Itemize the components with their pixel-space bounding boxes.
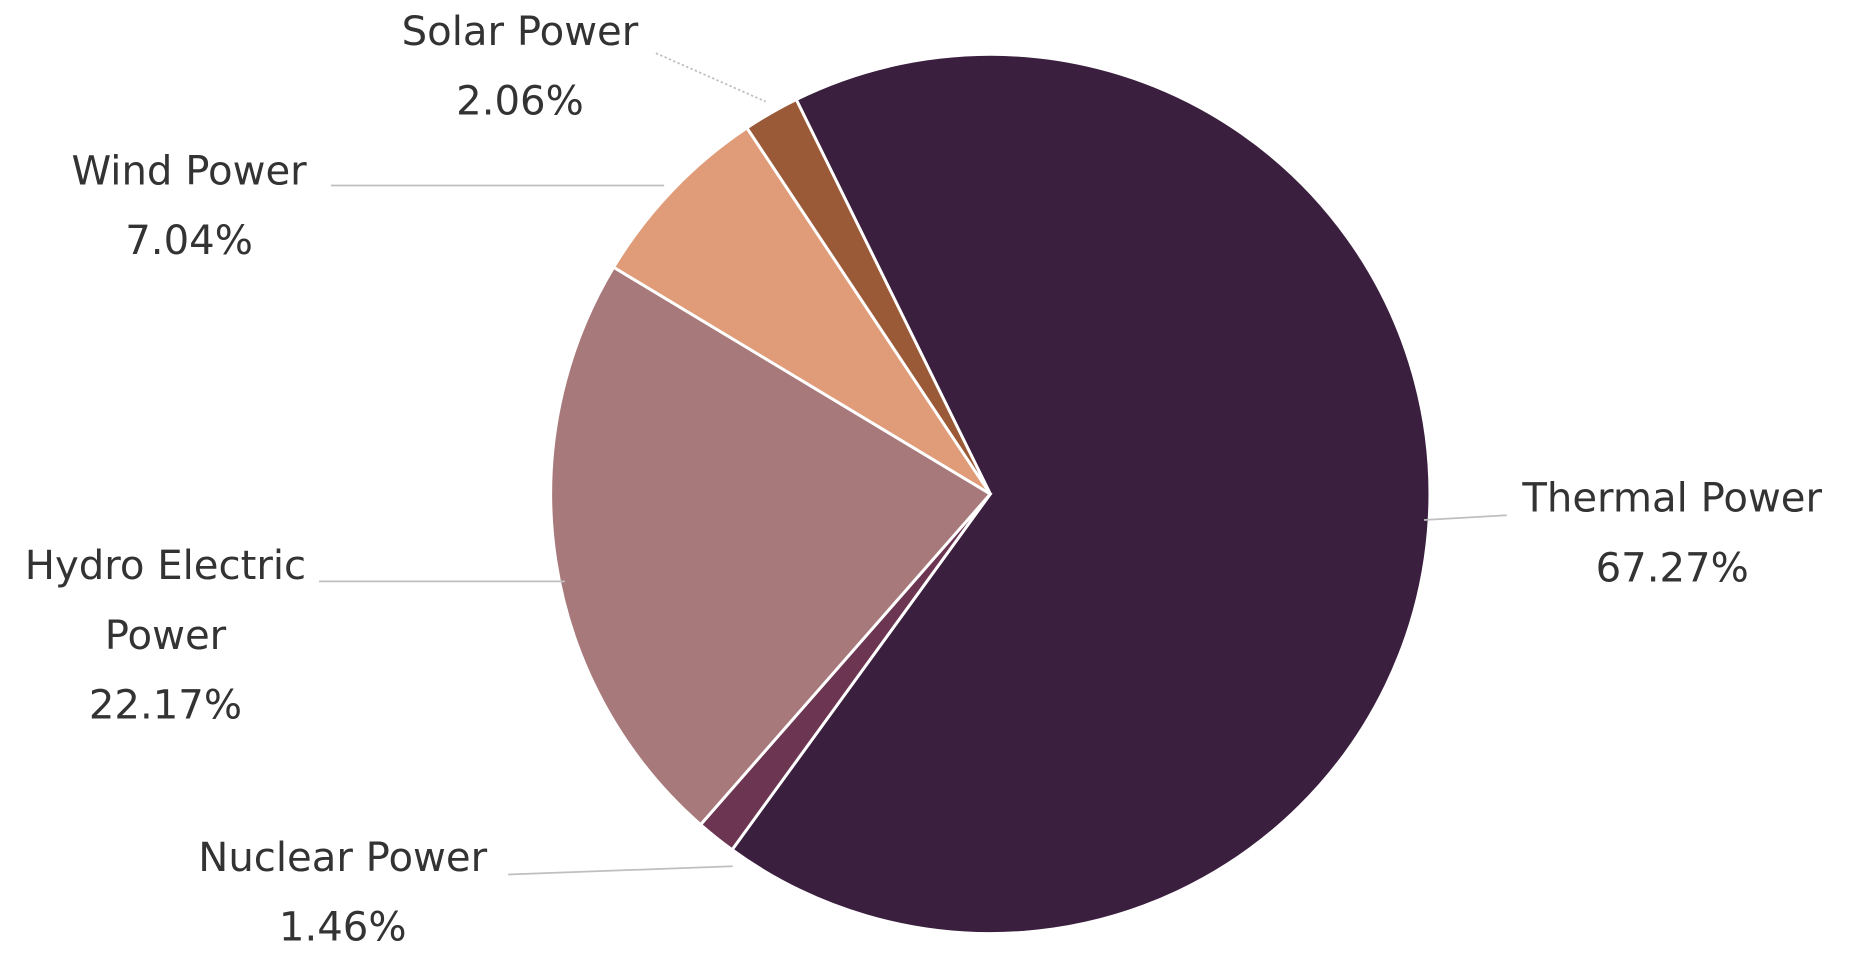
slice-label: Nuclear Power 1.46% <box>154 824 532 963</box>
slice-label: Hydro Electric Power 22.17% <box>0 532 343 741</box>
value-label: 22.17% <box>88 681 243 730</box>
leader-line <box>508 865 733 876</box>
category-name: Hydro Electric Power <box>24 542 307 660</box>
slice-label: Wind Power 7.04% <box>12 137 367 276</box>
value-label: 7.04% <box>125 217 253 265</box>
category-name: Solar Power <box>401 8 639 56</box>
category-name: Thermal Power <box>1522 475 1823 523</box>
category-name: Wind Power <box>71 147 307 195</box>
slice-label: Solar Power 2.06% <box>343 0 698 137</box>
value-label: 67.27% <box>1595 544 1749 593</box>
pie-slice <box>611 125 992 496</box>
leader-line <box>655 52 767 103</box>
value-label: 2.06% <box>456 77 584 126</box>
value-label: 1.46% <box>278 904 407 952</box>
slices <box>549 52 1432 936</box>
pie-slice <box>549 265 993 827</box>
slice-label: Thermal Power 67.27% <box>1483 464 1853 603</box>
category-name: Nuclear Power <box>198 834 488 882</box>
leader-line <box>1423 514 1507 521</box>
pie-slice <box>730 52 1432 936</box>
pie-slice <box>744 97 992 495</box>
